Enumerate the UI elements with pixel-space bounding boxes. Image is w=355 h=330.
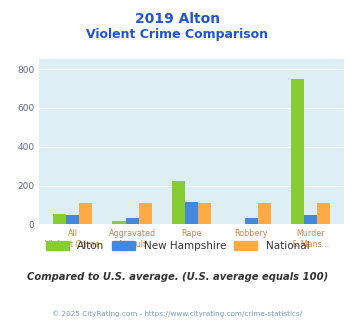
Text: 2019 Alton: 2019 Alton xyxy=(135,12,220,25)
Bar xyxy=(79,203,92,224)
Text: © 2025 CityRating.com - https://www.cityrating.com/crime-statistics/: © 2025 CityRating.com - https://www.city… xyxy=(53,310,302,317)
Bar xyxy=(113,220,126,224)
Text: Violent Crime Comparison: Violent Crime Comparison xyxy=(87,28,268,41)
Text: Compared to U.S. average. (U.S. average equals 100): Compared to U.S. average. (U.S. average … xyxy=(27,272,328,282)
Bar xyxy=(304,215,317,224)
Bar xyxy=(291,79,304,224)
Bar xyxy=(185,202,198,224)
Bar xyxy=(126,217,139,224)
Legend: Alton, New Hampshire, National: Alton, New Hampshire, National xyxy=(43,238,312,254)
Bar xyxy=(172,181,185,224)
Bar xyxy=(198,203,211,224)
Bar xyxy=(245,217,258,224)
Bar xyxy=(139,203,152,224)
Bar xyxy=(53,214,66,224)
Bar xyxy=(66,215,79,224)
Bar xyxy=(317,203,331,224)
Bar xyxy=(258,203,271,224)
